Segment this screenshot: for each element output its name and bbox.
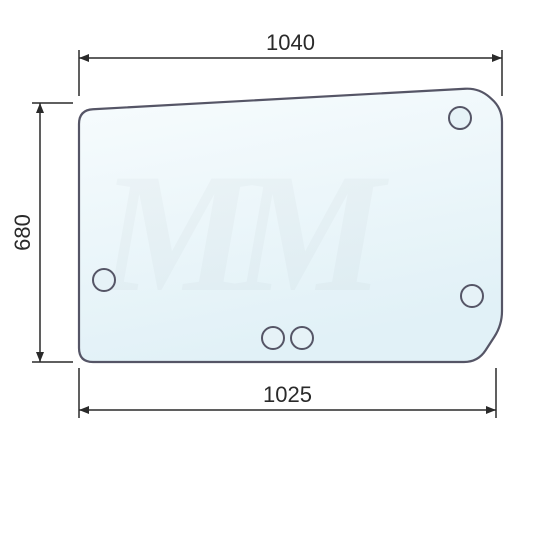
mounting-hole — [93, 269, 115, 291]
glass-panel — [79, 89, 502, 362]
dimension-left-value: 680 — [10, 214, 35, 251]
mounting-hole — [449, 107, 471, 129]
dimension-left: 680 — [10, 103, 73, 362]
dimension-bottom-value: 1025 — [263, 382, 312, 407]
technical-drawing: MM 1040 680 1025 — [0, 0, 550, 550]
dimension-bottom: 1025 — [79, 368, 496, 418]
mounting-hole — [291, 327, 313, 349]
dimension-top: 1040 — [79, 30, 502, 96]
dimension-top-value: 1040 — [266, 30, 315, 55]
mounting-hole — [461, 285, 483, 307]
mounting-hole — [262, 327, 284, 349]
